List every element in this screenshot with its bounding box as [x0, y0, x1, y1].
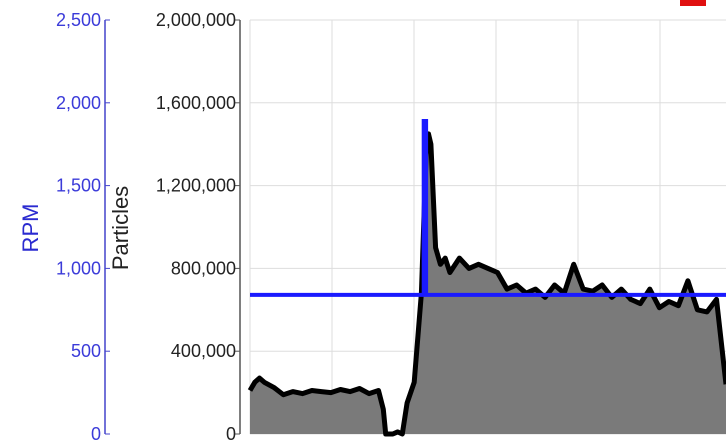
- rpm-tick-label: 500: [71, 341, 101, 361]
- particles-tick-label: 800,000: [171, 258, 236, 278]
- particles-tick-label: 400,000: [171, 341, 236, 361]
- rpm-tick-label: 1,000: [56, 258, 101, 278]
- legend-marker: [680, 0, 706, 6]
- particles-tick-label: 1,200,000: [156, 176, 236, 196]
- rpm-tick-label: 2,000: [56, 93, 101, 113]
- rpm-tick-label: 1,500: [56, 176, 101, 196]
- particles-tick-label: 2,000,000: [156, 10, 236, 30]
- rpm-tick-label: 0: [91, 424, 101, 444]
- rpm-series: [250, 119, 726, 297]
- particles-line: [247, 131, 726, 437]
- particles-axis-title: Particles: [108, 186, 133, 270]
- particles-tick-label: 0: [226, 424, 236, 444]
- axes: 0 500 1,000 1,500 2,000 2,500 0 400,000 800,000 1…: [56, 10, 241, 444]
- rpm-line: [250, 119, 726, 297]
- rpm-axis-title: RPM: [18, 204, 43, 253]
- particles-tick-label: 1,600,000: [156, 93, 236, 113]
- particles-area-fill: [250, 133, 726, 434]
- particles-series: [247, 131, 726, 437]
- rpm-tick-label: 2,500: [56, 10, 101, 30]
